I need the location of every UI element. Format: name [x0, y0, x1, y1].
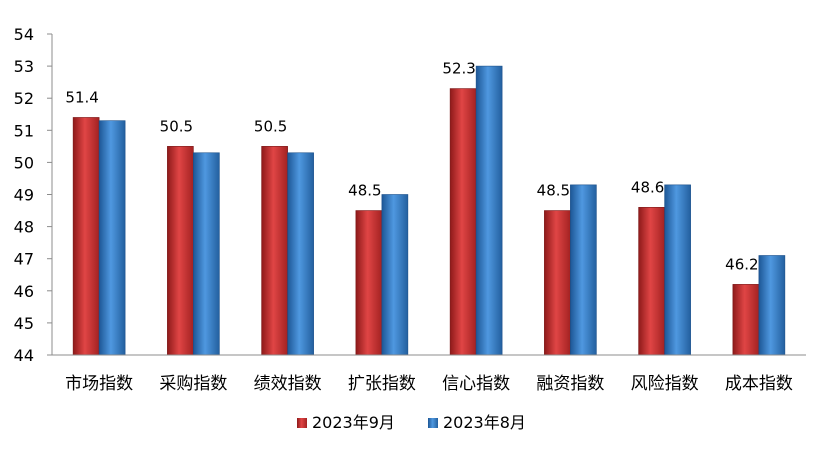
- x-tick-label-2: 绩效指数: [254, 374, 322, 394]
- y-tick-label-0: 44: [14, 346, 34, 365]
- y-tick-label-10: 54: [14, 25, 34, 44]
- bar-sep-4: [449, 88, 477, 356]
- bar-aug-2: [287, 152, 314, 356]
- bar-sep-7: [732, 284, 760, 356]
- y-tick-label-9: 53: [14, 57, 34, 76]
- bar-aug-6: [664, 184, 691, 356]
- bar-sep-1: [167, 146, 194, 356]
- data-label-0: 51.4: [65, 88, 98, 106]
- data-label-1: 50.5: [160, 117, 193, 135]
- bar-aug-4: [475, 65, 503, 356]
- y-tick-label-2: 46: [14, 282, 34, 301]
- y-tick-label-5: 49: [14, 186, 34, 205]
- bar-aug-0: [98, 120, 126, 356]
- y-tick-label-1: 45: [14, 314, 34, 333]
- bar-aug-5: [570, 184, 597, 356]
- x-tick-label-0: 市场指数: [65, 374, 133, 394]
- bar-sep-3: [355, 210, 383, 356]
- legend-label-0: 2023年9月: [312, 413, 395, 432]
- legend-swatch-1: [428, 418, 438, 428]
- bar-aug-3: [381, 194, 409, 356]
- x-tick-label-6: 风险指数: [631, 374, 699, 394]
- bar-sep-6: [638, 207, 665, 356]
- data-label-7: 46.2: [725, 255, 758, 273]
- bar-sep-2: [261, 146, 288, 356]
- y-tick-label-7: 51: [14, 121, 34, 140]
- bar-aug-1: [193, 152, 220, 356]
- y-tick-label-6: 50: [14, 153, 34, 172]
- data-label-6: 48.6: [631, 178, 664, 196]
- legend-swatch-0: [297, 418, 307, 428]
- y-tick-label-4: 48: [14, 218, 34, 237]
- bar-aug-7: [758, 255, 786, 356]
- data-label-4: 52.3: [442, 60, 475, 78]
- x-tick-label-4: 信心指数: [442, 374, 510, 394]
- x-tick-label-5: 融资指数: [536, 374, 604, 394]
- x-tick-label-7: 成本指数: [725, 374, 793, 394]
- x-tick-label-3: 扩张指数: [348, 374, 416, 394]
- data-label-2: 50.5: [254, 117, 287, 135]
- data-label-5: 48.5: [537, 182, 570, 200]
- y-tick-label-8: 52: [14, 89, 34, 108]
- y-tick-label-3: 47: [14, 250, 34, 269]
- bar-sep-5: [544, 210, 571, 356]
- legend-label-1: 2023年8月: [443, 413, 526, 432]
- bar-sep-0: [72, 117, 100, 356]
- x-tick-label-1: 采购指数: [159, 374, 227, 394]
- data-label-3: 48.5: [348, 182, 381, 200]
